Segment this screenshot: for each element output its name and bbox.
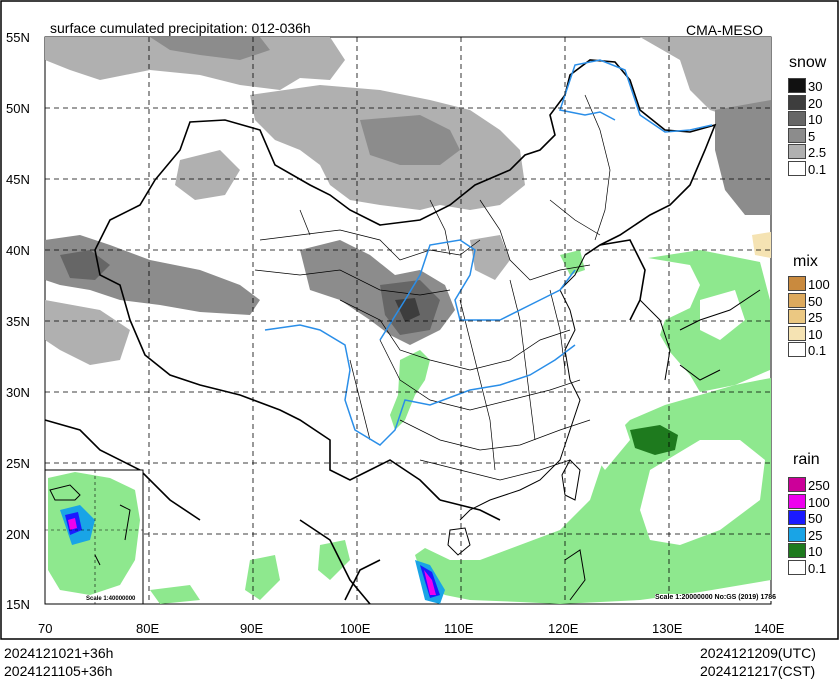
legend-rain-swatch xyxy=(788,543,806,558)
snow-areas xyxy=(45,37,771,365)
lon-label: 120E xyxy=(548,621,579,636)
legend-mix-value: 50 xyxy=(808,293,823,309)
legend-snow-value: 5 xyxy=(808,128,816,144)
map-frame: surface cumulated precipitation: 012-036… xyxy=(0,0,839,640)
legend-mix-swatch xyxy=(788,276,806,291)
province-borders xyxy=(254,94,611,481)
lon-label: 70 xyxy=(38,621,53,636)
legend-rain-swatch xyxy=(788,477,806,492)
lat-label: 45N xyxy=(6,172,30,187)
legend-snow-swatch xyxy=(788,78,806,93)
lon-label: 140E xyxy=(754,621,785,636)
legend-rain-title: rain xyxy=(793,451,820,468)
legend-mix-title: mix xyxy=(793,253,818,270)
lon-label: 110E xyxy=(444,621,474,636)
lat-label: 35N xyxy=(6,314,30,329)
lat-label: 25N xyxy=(6,456,30,471)
legend-mix-value: 0.1 xyxy=(808,343,827,358)
legend-mix-value: 100 xyxy=(808,277,830,292)
lon-label: 90E xyxy=(240,621,264,636)
lat-label: 20N xyxy=(6,527,30,542)
legend-snow-swatch xyxy=(788,111,806,126)
init-time-utc: 2024121021+36h xyxy=(4,645,114,661)
rain-moderate-areas xyxy=(630,425,678,455)
legend-snow-swatch xyxy=(788,127,806,143)
legend-snow-swatch xyxy=(788,144,806,159)
legend-mix-swatch xyxy=(788,292,806,308)
legend-rain-value: 0.1 xyxy=(808,560,827,576)
legend-mix-value: 10 xyxy=(808,326,823,342)
legend-mix-value: 25 xyxy=(808,310,823,325)
legend-snow-value: 2.5 xyxy=(808,145,827,160)
lat-label: 15N xyxy=(6,597,30,612)
country-borders xyxy=(44,59,717,605)
legend-snow-title: snow xyxy=(789,54,827,71)
scale-note-main: Scale 1:20000000 No:GS (2019) 1786 xyxy=(655,594,777,601)
lon-label: 100E xyxy=(340,621,371,636)
rain-heavy-areas xyxy=(415,560,445,604)
legend-mix-swatch xyxy=(788,342,806,357)
legend-rain-swatch xyxy=(788,526,806,542)
coastlines xyxy=(447,254,761,601)
inset-map xyxy=(44,469,144,605)
lon-label: 80E xyxy=(136,621,160,636)
init-time-cst: 2024121105+36h xyxy=(4,663,113,679)
legend-rain-value: 10 xyxy=(808,544,823,559)
legend-rain-value: 50 xyxy=(808,511,823,526)
lat-label: 30N xyxy=(6,385,30,400)
map-title: surface cumulated precipitation: 012-036… xyxy=(50,20,311,36)
scale-note-inset: Scale 1:40000000 xyxy=(86,596,136,602)
rain-gap-areas xyxy=(590,290,765,545)
lat-label: 40N xyxy=(6,243,30,258)
rivers xyxy=(264,59,713,446)
legend-rain-value: 25 xyxy=(808,527,823,543)
model-label: CMA-MESO xyxy=(686,22,763,38)
legend-rain-swatch xyxy=(788,559,806,575)
legend-snow-value: 0.1 xyxy=(808,161,827,177)
legend-mix-swatch xyxy=(788,309,806,324)
lat-label: 55N xyxy=(6,30,30,45)
valid-time-utc: 2024121209(UTC) xyxy=(700,645,816,661)
lon-label: 130E xyxy=(652,621,683,636)
legend-rain-value: 250 xyxy=(808,478,830,493)
legend-snow-swatch xyxy=(788,160,806,176)
legend-rain-swatch xyxy=(788,493,806,509)
valid-time-cst: 2024121217(CST) xyxy=(700,663,816,679)
legend-rain-value: 100 xyxy=(808,494,830,510)
grid-lines xyxy=(45,37,771,604)
precipitation-map xyxy=(0,0,839,640)
legend-mix-swatch xyxy=(788,325,806,341)
legend-snow-value: 20 xyxy=(808,95,823,111)
lat-label: 50N xyxy=(6,101,30,116)
legend-snow-value: 30 xyxy=(808,79,823,94)
legend-rain-swatch xyxy=(788,510,806,525)
legend-snow-value: 10 xyxy=(808,112,823,127)
mix-area xyxy=(752,232,771,258)
legend-snow-swatch xyxy=(788,94,806,110)
